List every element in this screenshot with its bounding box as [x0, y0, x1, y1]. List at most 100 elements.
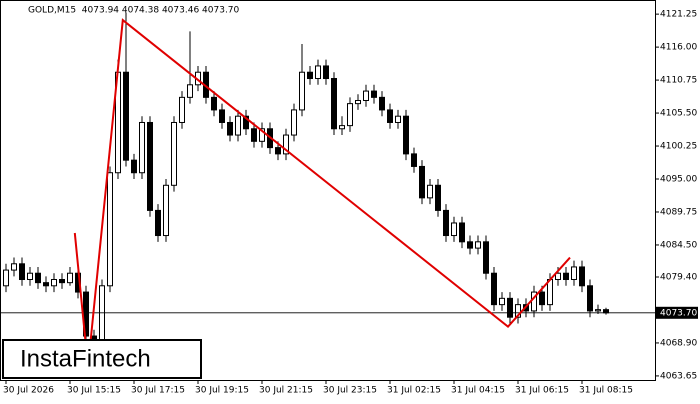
candle [43, 276, 49, 293]
candle [283, 128, 289, 161]
plot-frame [0, 0, 656, 381]
candle-body [539, 291, 545, 306]
candle [403, 109, 409, 161]
candle-body [107, 172, 113, 287]
candle-body [163, 184, 169, 237]
candle [411, 147, 417, 173]
candle [355, 94, 361, 110]
candle [291, 103, 297, 142]
candle [443, 204, 449, 242]
candle-body [475, 241, 481, 249]
candle-body [155, 209, 161, 237]
logo-text: InstaFintech [20, 345, 151, 372]
candle [371, 84, 377, 104]
candle-body [291, 109, 297, 136]
candle-body [579, 266, 585, 287]
candle [139, 116, 145, 180]
candle-body [603, 309, 609, 314]
candle [35, 266, 41, 289]
candle [259, 122, 265, 148]
candle-body [259, 128, 265, 142]
current-price-box [656, 306, 698, 319]
candle [27, 266, 33, 286]
candle [243, 109, 249, 136]
y-tick-label: 4084.50 [660, 240, 697, 250]
candle-body [315, 65, 321, 80]
candle [379, 91, 385, 117]
candle-body [491, 272, 497, 306]
candle [587, 279, 593, 318]
candle [419, 160, 425, 205]
candle-body [19, 263, 25, 281]
candle-body [595, 309, 601, 312]
candle-body [571, 266, 577, 281]
candle-body [339, 125, 345, 130]
candle-body [387, 109, 393, 123]
candle-body [187, 84, 193, 98]
candle [491, 266, 497, 311]
y-tick-label: 4105.50 [660, 109, 697, 119]
candle-body [587, 285, 593, 312]
candle-body [379, 96, 385, 111]
y-tick-label: 4100.25 [660, 142, 697, 152]
candle [171, 116, 177, 192]
candle-body [563, 272, 569, 281]
candle [307, 65, 313, 85]
candle [251, 122, 257, 148]
chart-title: GOLD,M15 4073.94 4074.38 4073.46 4073.70 [28, 6, 240, 16]
candle-body [347, 103, 353, 127]
candle [467, 235, 473, 255]
candle [315, 59, 321, 85]
candle-body [227, 121, 233, 136]
candle-body [51, 279, 57, 287]
x-tick-label: 30 Jul 17:15 [131, 386, 185, 396]
y-tick-label: 4089.75 [660, 207, 697, 217]
candle-body [483, 241, 489, 274]
candle-body [11, 263, 17, 271]
candle-body [427, 184, 433, 199]
x-tick-label: 30 Jul 21:15 [259, 386, 313, 396]
candle-body [443, 209, 449, 237]
candle-body [235, 115, 241, 136]
y-tick-label: 4079.40 [660, 272, 697, 282]
candle-body [123, 71, 129, 161]
x-tick-label: 30 Jul 23:15 [323, 386, 377, 396]
candle [51, 273, 57, 293]
candle [571, 260, 577, 286]
candle-body [355, 99, 361, 105]
candle-body [467, 241, 473, 249]
x-tick-label: 30 Jul 15:15 [67, 386, 121, 396]
y-tick-label: 4095.00 [660, 175, 697, 185]
candle [347, 97, 353, 132]
candle-body [147, 121, 153, 211]
candle-body [451, 222, 457, 237]
x-tick-label: 30 Jul 19:15 [195, 386, 249, 396]
candle-body [435, 184, 441, 211]
candle-body [3, 269, 9, 287]
candle [363, 84, 369, 107]
candle-body [27, 272, 33, 281]
candle-body [139, 121, 145, 174]
candle [459, 216, 465, 249]
candle [427, 179, 433, 205]
candle [507, 292, 513, 324]
candle-body [419, 165, 425, 199]
candle [211, 91, 217, 117]
candle-body [283, 134, 289, 155]
candle [3, 263, 9, 293]
candle [451, 216, 457, 242]
candle [339, 116, 345, 136]
candle-body [507, 297, 513, 318]
candle [155, 204, 161, 242]
current-price-label: 4073.70 [660, 308, 697, 318]
candle-body [211, 96, 217, 111]
candle [59, 273, 65, 289]
candle-body [179, 96, 185, 123]
candle-body [323, 65, 329, 80]
candle-body [331, 78, 337, 130]
x-tick-label: 31 Jul 06:15 [515, 386, 569, 396]
candle-body [307, 71, 313, 80]
candle [435, 179, 441, 217]
candle-body [299, 71, 305, 111]
